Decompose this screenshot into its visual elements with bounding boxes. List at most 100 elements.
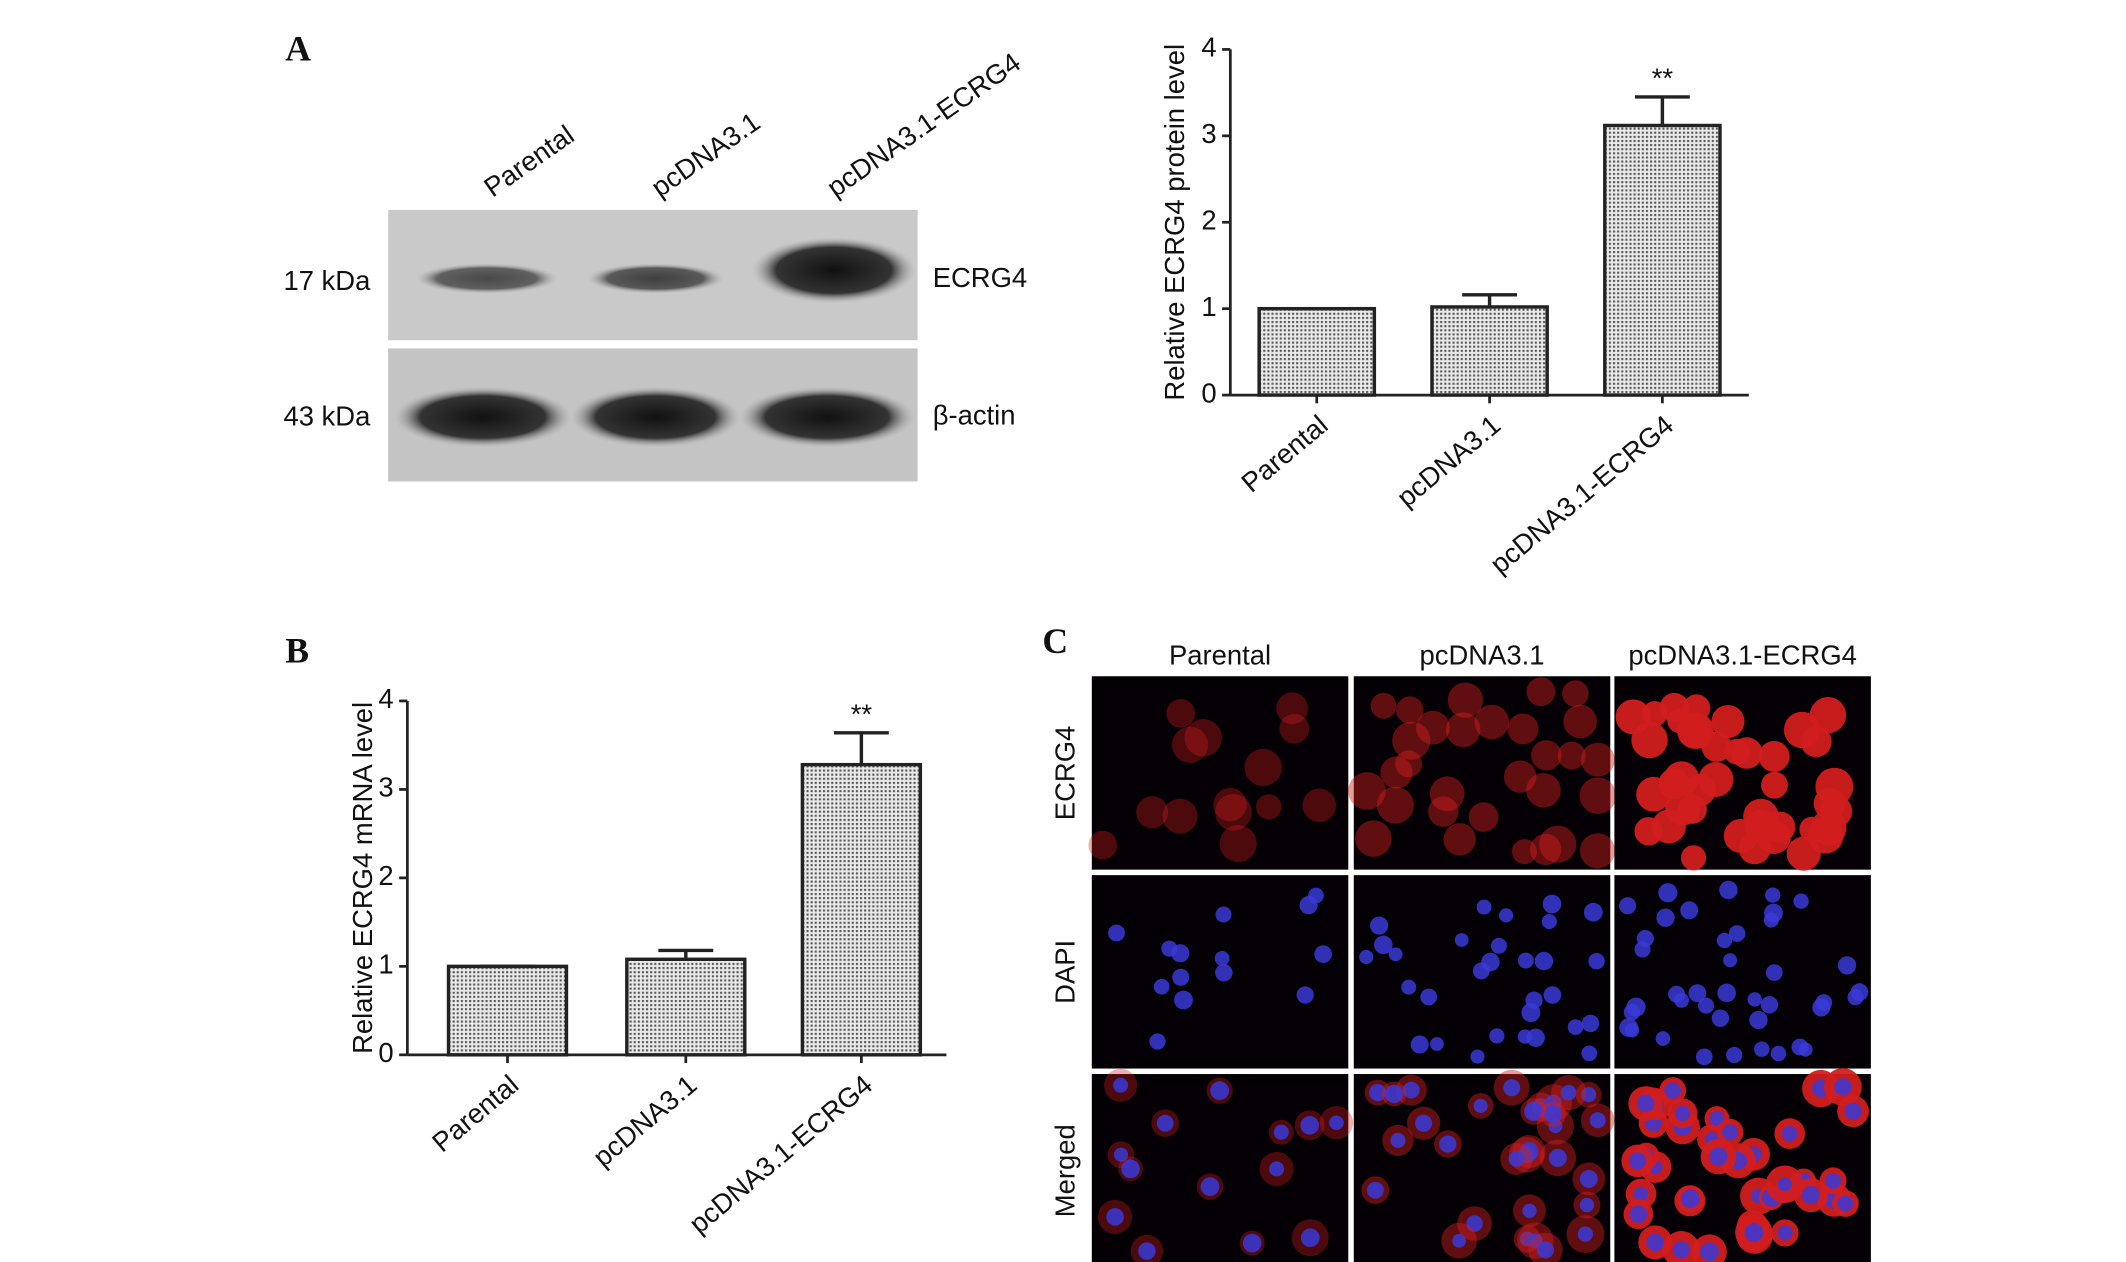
cell-nucleus xyxy=(1138,1242,1156,1260)
cell-cytoplasm xyxy=(1642,701,1668,727)
cell-nucleus xyxy=(1481,952,1500,972)
micrograph xyxy=(1091,676,1349,870)
cell-cytoplasm xyxy=(1563,704,1597,739)
cell-cytoplasm xyxy=(1701,731,1732,762)
cell-nucleus xyxy=(1517,952,1534,969)
y-tick-label: 2 xyxy=(1201,205,1216,236)
cell-cytoplasm xyxy=(1579,777,1617,814)
bar xyxy=(1430,305,1549,397)
cell-nucleus xyxy=(1489,1028,1505,1044)
cell-nucleus xyxy=(1521,1003,1541,1023)
y-tick-label: 1 xyxy=(378,949,393,980)
error-bar xyxy=(1462,293,1518,307)
cell-cytoplasm xyxy=(1396,696,1424,724)
cell-nucleus xyxy=(1508,1151,1525,1167)
cell-nucleus xyxy=(1541,914,1557,930)
cell-nucleus xyxy=(1214,950,1230,966)
cell-nucleus xyxy=(1581,1087,1597,1103)
x-tick-label: pcDNA3.1-ECRG4 xyxy=(683,1069,878,1240)
cell-nucleus xyxy=(1560,1084,1577,1101)
x-tick-label: pcDNA3.1 xyxy=(587,1069,703,1173)
blot-lane: pcDNA3.1-ECRG4 xyxy=(821,46,1026,203)
cell-cytoplasm xyxy=(1678,714,1712,748)
y-tick-label: 0 xyxy=(378,1037,393,1068)
cell-nucleus xyxy=(1674,1105,1691,1122)
cell-nucleus xyxy=(1764,903,1783,923)
cell-nucleus xyxy=(1728,925,1746,942)
cell-nucleus xyxy=(1834,1078,1852,1096)
cell-nucleus xyxy=(1149,1033,1166,1050)
cell-nucleus xyxy=(1519,1142,1539,1162)
cell-nucleus xyxy=(1777,1177,1792,1192)
cell-nucleus xyxy=(1300,1116,1319,1135)
cell-nucleus xyxy=(1812,998,1831,1017)
cell-nucleus xyxy=(1700,1242,1719,1262)
cell-nucleus xyxy=(1656,908,1675,927)
cell-cytoplasm xyxy=(1443,823,1476,856)
y-tick-label: 1 xyxy=(1201,291,1216,322)
cell-nucleus xyxy=(1722,1124,1739,1141)
cell-cytoplasm xyxy=(1474,704,1510,740)
cell-nucleus xyxy=(1801,1186,1821,1205)
cell-nucleus xyxy=(1439,1135,1457,1153)
cell-cytoplasm xyxy=(1447,682,1484,718)
cell-nucleus xyxy=(1579,1169,1598,1188)
cell-cytoplasm xyxy=(1761,771,1788,799)
cell-nucleus xyxy=(1542,894,1562,914)
cell-nucleus xyxy=(1717,983,1736,1003)
cell-cytoplasm xyxy=(1416,710,1450,745)
cell-nucleus xyxy=(1369,1084,1387,1102)
panel-letter: A xyxy=(285,28,311,68)
cell-nucleus xyxy=(1719,880,1738,900)
cell-nucleus xyxy=(1636,1094,1655,1113)
cell-nucleus xyxy=(1543,986,1562,1004)
cell-nucleus xyxy=(1296,986,1314,1004)
cell-nucleus xyxy=(1385,1084,1404,1104)
micrograph xyxy=(1614,875,1871,1069)
cell-nucleus xyxy=(1390,1132,1406,1148)
cell-cytoplasm xyxy=(1370,692,1397,719)
cell-cytoplasm xyxy=(1526,677,1556,707)
cell-nucleus xyxy=(1754,1041,1770,1057)
cell-nucleus xyxy=(1567,1019,1584,1035)
cell-nucleus xyxy=(1626,997,1646,1017)
cell-nucleus xyxy=(1747,992,1762,1007)
cell-cytoplasm xyxy=(1166,699,1196,728)
y-tick-label: 3 xyxy=(378,772,393,803)
y-axis-label: Relative ECRG4 mRNA level xyxy=(347,702,378,1054)
cell-cytoplasm xyxy=(1136,796,1169,829)
cell-nucleus xyxy=(1269,1161,1285,1177)
cell-cytoplasm xyxy=(1215,793,1252,831)
cell-nucleus xyxy=(1388,947,1403,962)
cell-nucleus xyxy=(1629,1152,1647,1170)
cell-nucleus xyxy=(1156,1114,1174,1132)
cell-nucleus xyxy=(1698,997,1715,1014)
cell-nucleus xyxy=(1473,1098,1488,1113)
blot-band xyxy=(587,263,725,294)
cell-nucleus xyxy=(1581,1045,1598,1062)
cell-cytoplasm xyxy=(1507,713,1539,745)
cell-nucleus xyxy=(1825,1172,1842,1189)
panel-letter: B xyxy=(285,631,309,671)
cell-nucleus xyxy=(1420,988,1438,1006)
cell-nucleus xyxy=(1709,1147,1728,1166)
blot-band xyxy=(570,386,741,448)
blot-protein: β-actin xyxy=(933,399,1016,430)
cell-nucleus xyxy=(1106,1208,1124,1226)
cell-cytoplasm xyxy=(1530,833,1562,866)
blot-size: 17 kDa xyxy=(283,265,371,296)
cell-nucleus xyxy=(1581,1014,1600,1033)
significance: ** xyxy=(1652,63,1674,94)
row-label: DAPI xyxy=(1049,940,1080,1004)
cell-nucleus xyxy=(1366,1181,1384,1199)
cell-nucleus xyxy=(1844,1102,1862,1120)
cell-nucleus xyxy=(1215,906,1232,923)
cell-nucleus xyxy=(1273,1124,1289,1140)
cell-nucleus xyxy=(1153,978,1170,995)
cell-nucleus xyxy=(1524,1102,1544,1121)
blot-lane: pcDNA3.1 xyxy=(645,106,765,203)
cell-cytoplasm xyxy=(1663,761,1700,797)
cell-nucleus xyxy=(1658,883,1678,903)
cell-nucleus xyxy=(1215,963,1233,982)
cell-nucleus xyxy=(1744,1223,1764,1242)
